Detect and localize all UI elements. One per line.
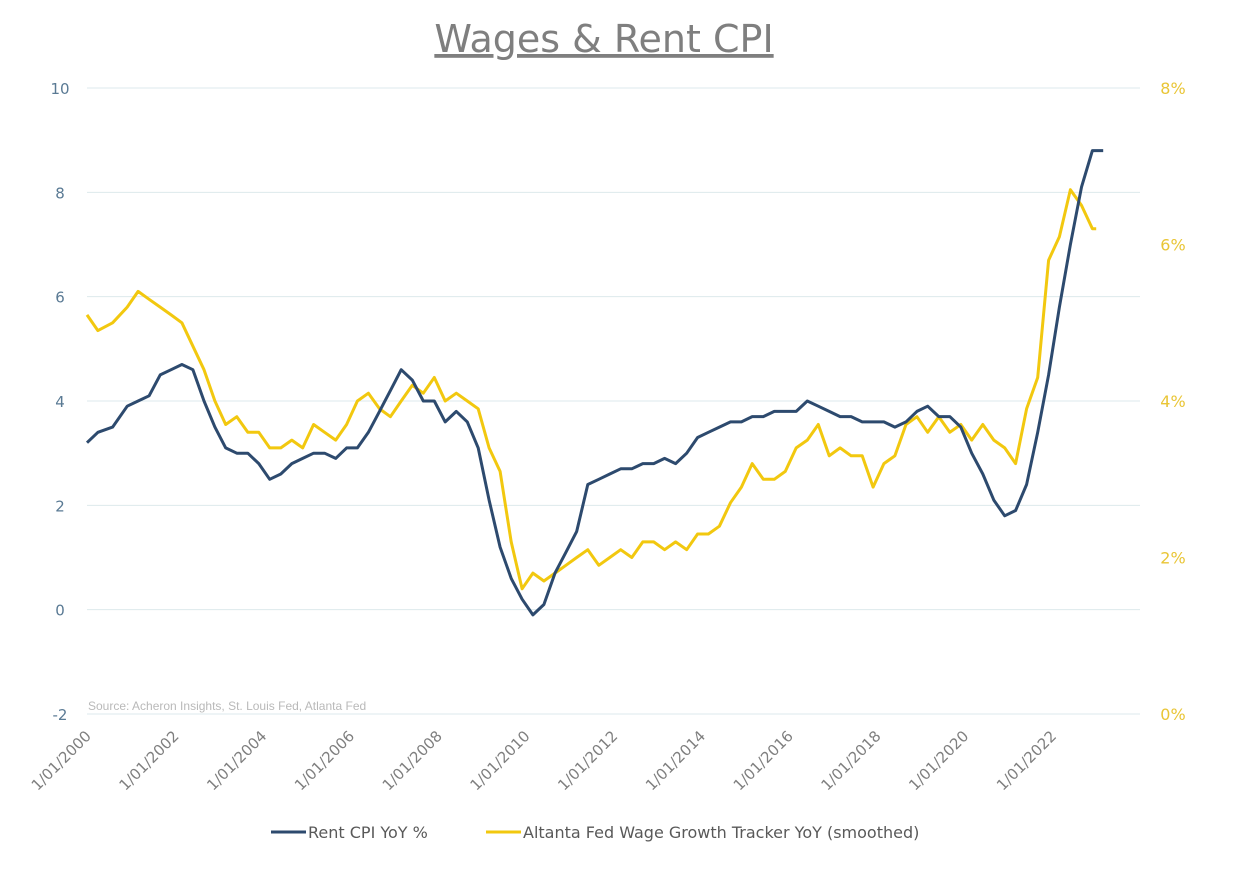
right-axis: 0% 2% 4% 6% 8%: [1160, 79, 1185, 724]
right-tick-label: 0%: [1160, 705, 1185, 724]
x-axis: 1/01/2000 1/01/2002 1/01/2004 1/01/2006 1/01…: [28, 727, 1060, 794]
right-tick-label: 8%: [1160, 79, 1185, 98]
left-tick-label: 2: [55, 497, 65, 515]
x-tick-label: 1/01/2008: [379, 727, 446, 794]
left-tick-label: 8: [55, 184, 65, 202]
x-tick-label: 1/01/2012: [554, 727, 621, 794]
x-tick-label: 1/01/2006: [291, 727, 358, 794]
x-tick-label: 1/01/2010: [467, 727, 534, 794]
x-tick-label: 1/01/2022: [993, 727, 1060, 794]
source-note: Source: Acheron Insights, St. Louis Fed,…: [88, 699, 366, 713]
x-tick-label: 1/01/2014: [642, 727, 709, 794]
chart-title: Wages & Rent CPI: [434, 17, 773, 61]
legend-rent-label: Rent CPI YoY %: [308, 823, 428, 842]
right-tick-label: 2%: [1160, 549, 1185, 568]
x-tick-label: 1/01/2000: [28, 727, 95, 794]
x-tick-label: 1/01/2018: [818, 727, 885, 794]
wage-growth-series-line: [85, 188, 1097, 591]
rent-cpi-series-line: [85, 149, 1104, 617]
x-tick-label: 1/01/2016: [730, 727, 797, 794]
left-tick-label: 0: [55, 602, 65, 620]
left-tick-label: 10: [50, 80, 69, 98]
x-tick-label: 1/01/2004: [203, 727, 270, 794]
right-tick-label: 6%: [1160, 236, 1185, 255]
right-tick-label: 4%: [1160, 392, 1185, 411]
legend: Rent CPI YoY % Altanta Fed Wage Growth T…: [271, 823, 919, 842]
grid-lines: [87, 87, 1140, 715]
left-tick-label: -2: [53, 706, 68, 724]
x-tick-label: 1/01/2020: [905, 727, 972, 794]
left-axis: -2 0 2 4 6 8 10: [50, 80, 69, 724]
legend-wage-label: Altanta Fed Wage Growth Tracker YoY (smo…: [523, 823, 919, 842]
x-tick-label: 1/01/2002: [116, 727, 183, 794]
left-tick-label: 4: [55, 393, 65, 411]
left-tick-label: 6: [55, 289, 65, 307]
